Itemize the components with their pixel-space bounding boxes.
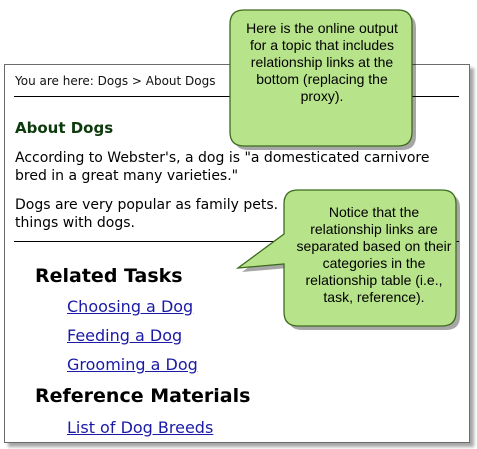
related-links-divider [14,241,459,242]
topic-paragraph: According to Webster's, a dog is "a dome… [15,150,430,184]
callout-top: Here is the online output for a topic th… [226,8,421,150]
callout-bottom-text: Notice that the relationship links are s… [296,204,452,305]
breadcrumb: You are here: Dogs > About Dogs [15,74,216,88]
link-list-of-dog-breeds[interactable]: List of Dog Breeds [67,418,214,437]
link-feeding-a-dog[interactable]: Feeding a Dog [67,326,183,345]
link-choosing-a-dog[interactable]: Choosing a Dog [67,297,194,316]
callout-top-text: Here is the online output for a topic th… [246,20,398,104]
callout-top-shape [229,9,416,150]
callout-bottom: Notice that the relationship links are s… [235,188,462,330]
callout-bottom-shape [235,189,460,330]
link-grooming-a-dog[interactable]: Grooming a Dog [67,355,198,374]
related-tasks-heading: Related Tasks [35,265,183,287]
reference-materials-heading: Reference Materials [35,385,251,407]
topic-title: About Dogs [15,119,114,137]
